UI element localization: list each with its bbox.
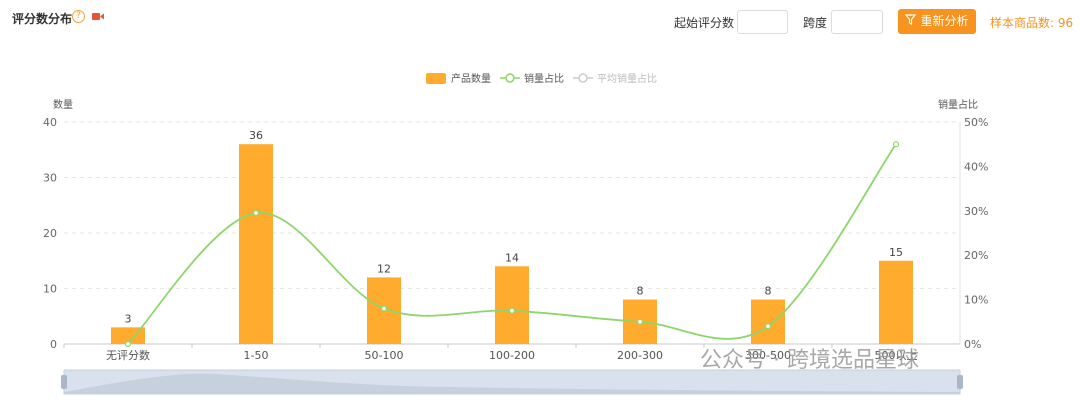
legend-swatch-bar	[426, 73, 446, 84]
x-tick-label: 无评分数	[106, 349, 150, 362]
bar-value-label: 14	[505, 251, 519, 264]
x-tick-label: 200-300	[617, 349, 663, 362]
watermark: 公众号 · 跨境选品星球	[700, 348, 919, 373]
y-tick-right: 30%	[964, 205, 988, 218]
y-tick-right: 20%	[964, 249, 988, 262]
start-score-input[interactable]	[737, 10, 788, 34]
bar-value-label: 15	[889, 246, 903, 259]
line-point	[124, 340, 132, 348]
reanalyze-label: 重新分析	[920, 14, 969, 28]
line-point	[892, 141, 900, 148]
legend-label-bar: 产品数量	[451, 72, 491, 85]
chart-header: 评分数分布 ? 起始评分数 跨度 重新分析 样本商品数: 96	[0, 0, 1080, 45]
line-point	[508, 307, 516, 314]
legend-marker-line	[505, 73, 515, 83]
zoom-slider-preview	[64, 373, 960, 394]
bar-value-label: 36	[249, 129, 263, 142]
y-tick-right: 10%	[964, 294, 988, 307]
y-axis-title-left: 数量	[53, 98, 73, 111]
x-tick-label: 500以上	[875, 349, 918, 362]
line-point	[380, 305, 388, 312]
bar-value-label: 8	[765, 285, 772, 298]
x-tick-label: 1-50	[244, 349, 269, 362]
reanalyze-button[interactable]: 重新分析	[898, 9, 976, 34]
zoom-slider-handle-left[interactable]	[61, 375, 67, 389]
y-tick-left: 30	[43, 172, 57, 185]
bar	[879, 260, 913, 344]
y-tick-left: 10	[43, 283, 57, 296]
start-score-label: 起始评分数	[674, 16, 735, 30]
y-tick-right: 40%	[964, 160, 988, 173]
bar-value-label: 8	[637, 285, 644, 298]
chart-title: 评分数分布	[12, 12, 73, 26]
zoom-slider-handle-right[interactable]	[957, 375, 963, 389]
help-icon[interactable]: ?	[72, 10, 85, 23]
x-tick-label: 300-500	[745, 349, 791, 362]
x-tick-label: 100-200	[489, 349, 535, 362]
line-point	[764, 323, 772, 330]
y-axis-title-right: 销量占比	[938, 98, 978, 111]
y-tick-left: 40	[43, 116, 57, 129]
bar	[751, 299, 785, 344]
span-label: 跨度	[803, 16, 828, 30]
y-tick-left: 0	[50, 338, 57, 351]
video-camera-icon[interactable]	[92, 12, 104, 21]
sample-count: 样本商品数: 96	[990, 16, 1074, 30]
bar-value-label: 3	[125, 312, 132, 325]
bar	[495, 266, 529, 344]
bar	[239, 144, 273, 344]
span-input[interactable]	[831, 10, 883, 34]
legend-label-line: 销量占比	[524, 72, 564, 85]
line-point	[636, 318, 644, 325]
filter-icon	[905, 9, 917, 34]
line-point	[252, 209, 260, 217]
y-tick-right: 0%	[964, 338, 981, 351]
x-tick-label: 50-100	[365, 349, 404, 362]
legend-label-avg: 平均销量占比	[597, 72, 657, 85]
legend-marker-avg	[578, 73, 588, 83]
y-tick-right: 50%	[964, 116, 988, 129]
bar	[111, 327, 145, 344]
y-tick-left: 20	[43, 227, 57, 240]
bar-value-label: 12	[377, 262, 391, 275]
